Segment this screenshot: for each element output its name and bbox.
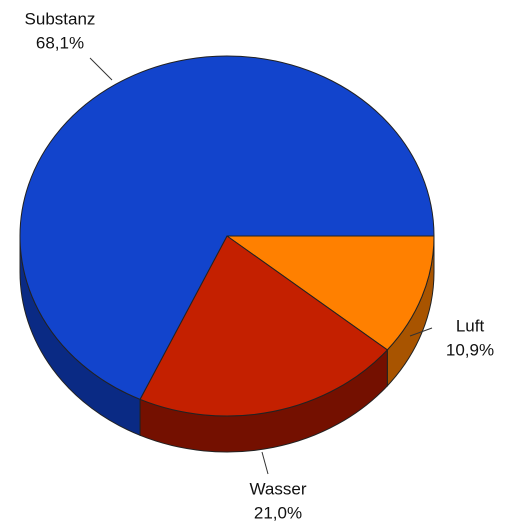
pie-slice	[19, 55, 435, 400]
pie-slice	[225, 235, 435, 351]
value-label: 10,9%	[446, 340, 494, 359]
leader-line	[409, 327, 433, 337]
leader-line	[89, 57, 113, 81]
labels: Luft 10,9% Wasser 21,0% Substanz 68,1%	[25, 9, 495, 522]
leader-line	[261, 451, 269, 475]
value-label: 21,0%	[254, 503, 302, 522]
slice-label: Luft	[456, 316, 485, 335]
slice-label: Substanz	[25, 9, 96, 28]
value-label: 68,1%	[36, 33, 84, 52]
slice-label: Wasser	[250, 479, 307, 498]
pie-slice	[139, 235, 389, 417]
pie-tops	[19, 55, 435, 417]
